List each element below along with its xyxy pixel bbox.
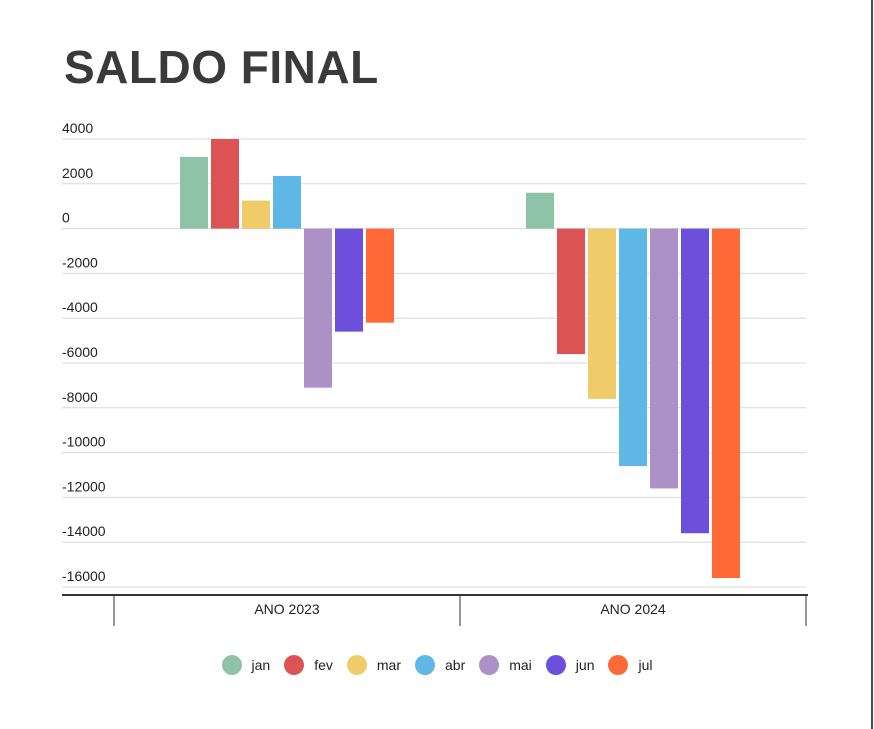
legend: jan fev mar abr mai jun jul: [0, 655, 874, 675]
legend-swatch: [545, 655, 566, 675]
legend-label: jan: [251, 657, 271, 673]
bar-mar-0: [242, 200, 270, 229]
legend-item-fev: fev: [284, 655, 333, 675]
x-axis: ANO 2023 ANO 2024: [62, 594, 808, 626]
legend-swatch: [346, 655, 367, 675]
legend-swatch: [608, 655, 629, 675]
y-tick-label: -16000: [62, 568, 106, 584]
bars: [180, 139, 740, 579]
legend-label: mar: [376, 657, 401, 673]
bar-mar-1: [588, 228, 616, 399]
y-tick-label: -2000: [62, 254, 98, 270]
legend-label: abr: [445, 657, 466, 673]
legend-swatch: [479, 655, 500, 675]
y-tick-label: -8000: [62, 389, 98, 405]
legend-item-abr: abr: [415, 655, 465, 675]
legend-item-mai: mai: [479, 655, 532, 675]
legend-item-mar: mar: [346, 655, 401, 675]
bar-mai-0: [304, 228, 332, 388]
legend-label: fev: [314, 657, 333, 673]
legend-label: jul: [638, 657, 653, 673]
y-tick-label: 0: [62, 210, 70, 226]
legend-label: mai: [509, 657, 532, 673]
bar-abr-1: [619, 228, 647, 467]
bar-fev-1: [557, 228, 585, 355]
y-tick-label: -12000: [62, 478, 106, 494]
bar-abr-0: [273, 175, 301, 229]
bar-jul-0: [366, 228, 394, 323]
bar-mai-1: [650, 228, 678, 489]
bar-jun-0: [335, 228, 363, 332]
legend-item-jun: jun: [545, 655, 595, 675]
bar-jun-1: [681, 228, 709, 534]
legend-swatch: [221, 655, 242, 675]
bar-fev-0: [211, 139, 239, 229]
legend-label: jun: [575, 657, 595, 673]
x-category-label: ANO 2024: [600, 601, 666, 617]
y-tick-label: 2000: [62, 165, 93, 181]
bar-jan-0: [180, 156, 208, 229]
y-tick-label: -10000: [62, 434, 106, 450]
legend-swatch: [415, 655, 435, 675]
bar-jan-1: [526, 192, 554, 229]
legend-item-jul: jul: [608, 655, 653, 675]
y-tick-label: -4000: [62, 299, 98, 315]
y-axis-labels: 4000 2000 0 -2000 -4000 -6000 -8000 -10000 -1200…: [62, 120, 106, 584]
bar-jul-1: [712, 228, 740, 579]
y-tick-label: -14000: [62, 523, 106, 539]
y-tick-label: 4000: [62, 120, 93, 136]
legend-swatch: [284, 655, 305, 675]
page-edge-line: [871, 0, 873, 729]
x-category-label: ANO 2023: [254, 601, 320, 617]
legend-item-jan: jan: [221, 655, 271, 675]
y-tick-label: -6000: [62, 344, 98, 360]
chart-title: SALDO FINAL: [64, 41, 379, 93]
